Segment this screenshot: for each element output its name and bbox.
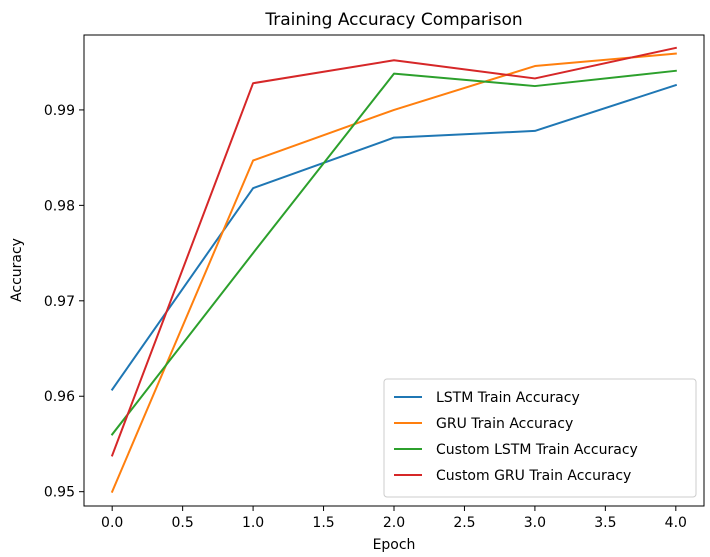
series-line-3	[110, 69, 677, 436]
x-tick-label: 2.0	[383, 515, 405, 531]
series-line-1	[110, 83, 678, 391]
y-tick-label: 0.96	[44, 389, 75, 405]
y-tick-label: 0.99	[44, 103, 75, 119]
x-tick-label: 2.5	[453, 515, 475, 531]
x-tick-label: 4.0	[665, 515, 687, 531]
legend: LSTM Train Accuracy GRU Train Accuracy Cus…	[383, 378, 697, 498]
chart-title: Training Accuracy Comparison	[264, 10, 522, 30]
plot-area	[110, 46, 678, 493]
legend-box	[383, 378, 697, 498]
x-tick-label: 1.5	[312, 515, 334, 531]
y-tick-label: 0.98	[44, 198, 75, 214]
series-line-4	[110, 46, 678, 457]
y-tick-label: 0.95	[44, 485, 75, 501]
x-tick-label: 0.5	[172, 515, 194, 531]
legend-label-1: LSTM Train Accuracy	[436, 390, 580, 406]
x-tick-label: 3.0	[524, 515, 546, 531]
x-tick-label: 3.5	[594, 515, 616, 531]
x-tick-label: 0.0	[101, 515, 123, 531]
legend-label-3: Custom LSTM Train Accuracy	[436, 442, 638, 458]
legend-label-2: GRU Train Accuracy	[436, 416, 573, 432]
series-line-2	[110, 52, 677, 493]
y-tick-label: 0.97	[44, 294, 75, 310]
x-axis-label: Epoch	[373, 537, 416, 553]
y-axis-label: Accuracy	[9, 238, 25, 302]
x-tick-label: 1.0	[242, 515, 264, 531]
axes-ticks: 0.0 0.5 1.0 1.5 2.0 2.5 3.0 3.5 4.0 0.95 0.96 0.97 0…	[44, 34, 705, 531]
legend-label-4: Custom GRU Train Accuracy	[436, 468, 631, 484]
